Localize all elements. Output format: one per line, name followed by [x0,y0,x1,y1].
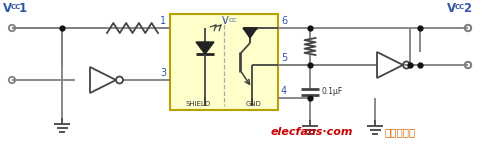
Text: CC: CC [229,18,238,23]
Text: GND: GND [246,101,262,107]
Text: 4: 4 [281,86,287,96]
Text: 1: 1 [160,16,166,26]
Polygon shape [196,42,214,54]
Text: 0.1μF: 0.1μF [321,86,342,95]
Text: CC: CC [11,4,21,10]
Text: 6: 6 [281,16,287,26]
Polygon shape [377,52,403,78]
Text: 电子发烧友: 电子发烧友 [384,127,415,137]
FancyBboxPatch shape [170,14,278,110]
Text: SHIELD: SHIELD [186,101,211,107]
Text: CC: CC [455,4,465,10]
Polygon shape [90,67,116,93]
Text: 3: 3 [160,68,166,78]
Text: 1: 1 [19,2,27,15]
Text: V: V [3,2,12,15]
Text: V: V [222,16,228,26]
Text: 5: 5 [281,53,287,63]
Polygon shape [243,28,257,38]
Text: 2: 2 [463,2,471,15]
Text: elecfans·com: elecfans·com [271,127,353,137]
Text: V: V [447,2,456,15]
